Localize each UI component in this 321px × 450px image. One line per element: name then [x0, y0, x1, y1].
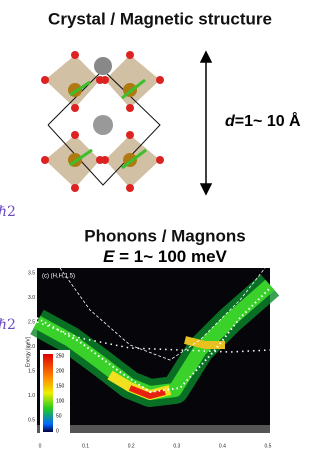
x-tick-label: 0.2 [128, 443, 135, 449]
y-tick-label: 1.5 [28, 368, 35, 374]
x-tick-label: 0.4 [219, 443, 226, 449]
x-tick-label: 0.1 [82, 443, 89, 449]
colorbar-label: 250 [56, 353, 65, 359]
x-tick-label: 0.3 [173, 443, 180, 449]
dispersion-plot: (c) (H,H,1.5) Energy [meV] [25, 267, 280, 438]
y-axis-label: Energy [meV] [25, 336, 31, 367]
colorbar-label: 100 [56, 398, 65, 404]
colorbar-label: 150 [56, 383, 65, 389]
length-arrow [199, 50, 213, 196]
y-tick-label: 1.0 [28, 393, 35, 399]
x-tick-label: 0 [39, 443, 42, 449]
energy-label: E = 1~ 100 meV [103, 247, 227, 266]
colorbar-label: 0 [56, 428, 59, 434]
colorbar-label: 200 [56, 368, 65, 374]
top-title: Crystal / Magnetic structure [48, 9, 272, 28]
y-tick-label: 2.0 [28, 344, 35, 350]
length-label: d=1~ 10 Å [225, 111, 301, 130]
colorbar [43, 354, 53, 432]
x-tick-label: 0.5 [265, 443, 272, 449]
panel-label: (c) (H,H,1.5) [42, 274, 75, 280]
colorbar-label: 50 [56, 413, 62, 419]
side-fragment: ℏ2 [0, 204, 16, 220]
bottom-title: Phonons / Magnons [84, 226, 246, 245]
y-tick-label: 3.0 [28, 295, 35, 301]
y-tick-label: 0.5 [28, 417, 35, 423]
side-fragment: ℏ2 [0, 317, 16, 333]
y-tick-label: 3.5 [28, 270, 35, 276]
y-tick-label: 2.5 [28, 319, 35, 325]
crystal-structure [41, 51, 164, 192]
